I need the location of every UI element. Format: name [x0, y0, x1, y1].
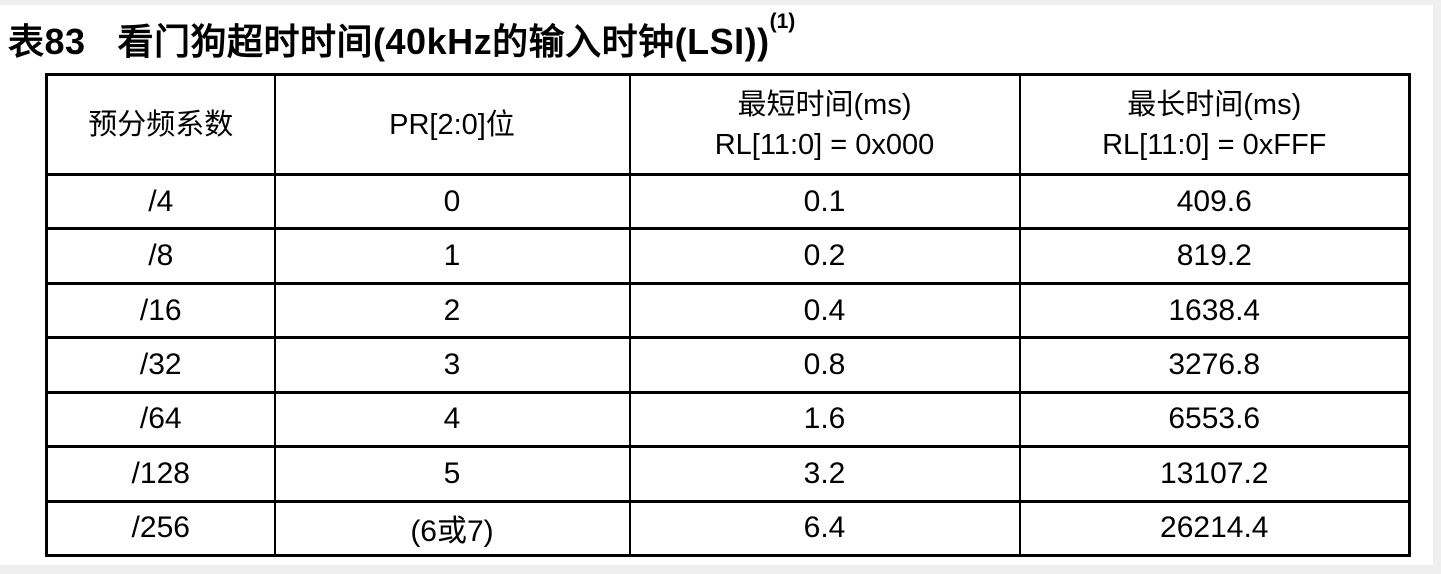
table-row: /64 4 1.6 6553.6 [45, 390, 1411, 449]
header-line: 最短时间(ms) [737, 88, 912, 121]
cell-prescaler: /32 [45, 336, 276, 394]
table-row: /128 5 3.2 13107.2 [45, 445, 1411, 503]
watchdog-timeout-table: 预分频系数 PR[2:0]位 最短时间(ms) RL[11:0] = 0x000… [45, 73, 1411, 558]
cell-max-time: 409.6 [1018, 172, 1411, 231]
cell-prescaler: /8 [45, 227, 276, 285]
table-row: /4 0 0.1 409.6 [45, 172, 1411, 231]
cell-max-time: 6553.6 [1018, 390, 1411, 449]
cell-min-time: 6.4 [628, 499, 1021, 558]
page-edge-right [1433, 0, 1441, 574]
header-line: 预分频系数 [88, 108, 234, 141]
cell-min-time: 3.2 [628, 445, 1021, 503]
table-title-text: 看门狗超时时间(40kHz的输入时钟(LSI)) [117, 21, 770, 62]
header-line: RL[11:0] = 0xFFF [1102, 128, 1327, 161]
table-row: /256 (6或7) 6.4 26214.4 [45, 499, 1411, 558]
cell-min-time: 0.4 [628, 281, 1021, 340]
cell-pr-bits: 5 [273, 445, 631, 503]
cell-max-time: 819.2 [1018, 227, 1411, 285]
cell-max-time: 1638.4 [1018, 281, 1411, 340]
header-row: 预分频系数 PR[2:0]位 最短时间(ms) RL[11:0] = 0x000… [45, 73, 1411, 176]
cell-pr-bits: (6或7) [273, 499, 631, 558]
table-caption: 表83 看门狗超时时间(40kHz的输入时钟(LSI))(1) [8, 10, 796, 65]
cell-pr-bits: 4 [273, 390, 631, 449]
cell-max-time: 3276.8 [1018, 336, 1411, 394]
cell-prescaler: /4 [45, 172, 276, 231]
cell-min-time: 0.2 [628, 227, 1021, 285]
column-header-min-time: 最短时间(ms) RL[11:0] = 0x000 [628, 73, 1021, 176]
header-line: 最长时间(ms) [1127, 88, 1302, 121]
cell-min-time: 0.8 [628, 336, 1021, 394]
cell-prescaler: /16 [45, 281, 276, 340]
column-header-max-time: 最长时间(ms) RL[11:0] = 0xFFF [1018, 73, 1411, 176]
cell-pr-bits: 0 [273, 172, 631, 231]
cell-prescaler: /64 [45, 390, 276, 449]
cell-max-time: 26214.4 [1018, 499, 1411, 558]
cell-pr-bits: 1 [273, 227, 631, 285]
column-header-prescaler: 预分频系数 [45, 73, 276, 176]
cell-pr-bits: 2 [273, 281, 631, 340]
cell-pr-bits: 3 [273, 336, 631, 394]
cell-prescaler: /128 [45, 445, 276, 503]
page-edge-bottom [0, 565, 1441, 574]
page-edge-top [0, 0, 1441, 5]
header-line: RL[11:0] = 0x000 [714, 128, 935, 161]
table-row: /32 3 0.8 3276.8 [45, 336, 1411, 394]
table-number: 表83 [8, 21, 86, 62]
cell-min-time: 0.1 [628, 172, 1021, 231]
header-line: PR[2:0]位 [389, 108, 515, 141]
cell-prescaler: /256 [45, 499, 276, 558]
column-header-pr-bits: PR[2:0]位 [273, 73, 631, 176]
footnote-reference: (1) [769, 10, 796, 33]
cell-min-time: 1.6 [628, 390, 1021, 449]
cell-max-time: 13107.2 [1018, 445, 1411, 503]
table-row: /8 1 0.2 819.2 [45, 227, 1411, 285]
table-row: /16 2 0.4 1638.4 [45, 281, 1411, 340]
